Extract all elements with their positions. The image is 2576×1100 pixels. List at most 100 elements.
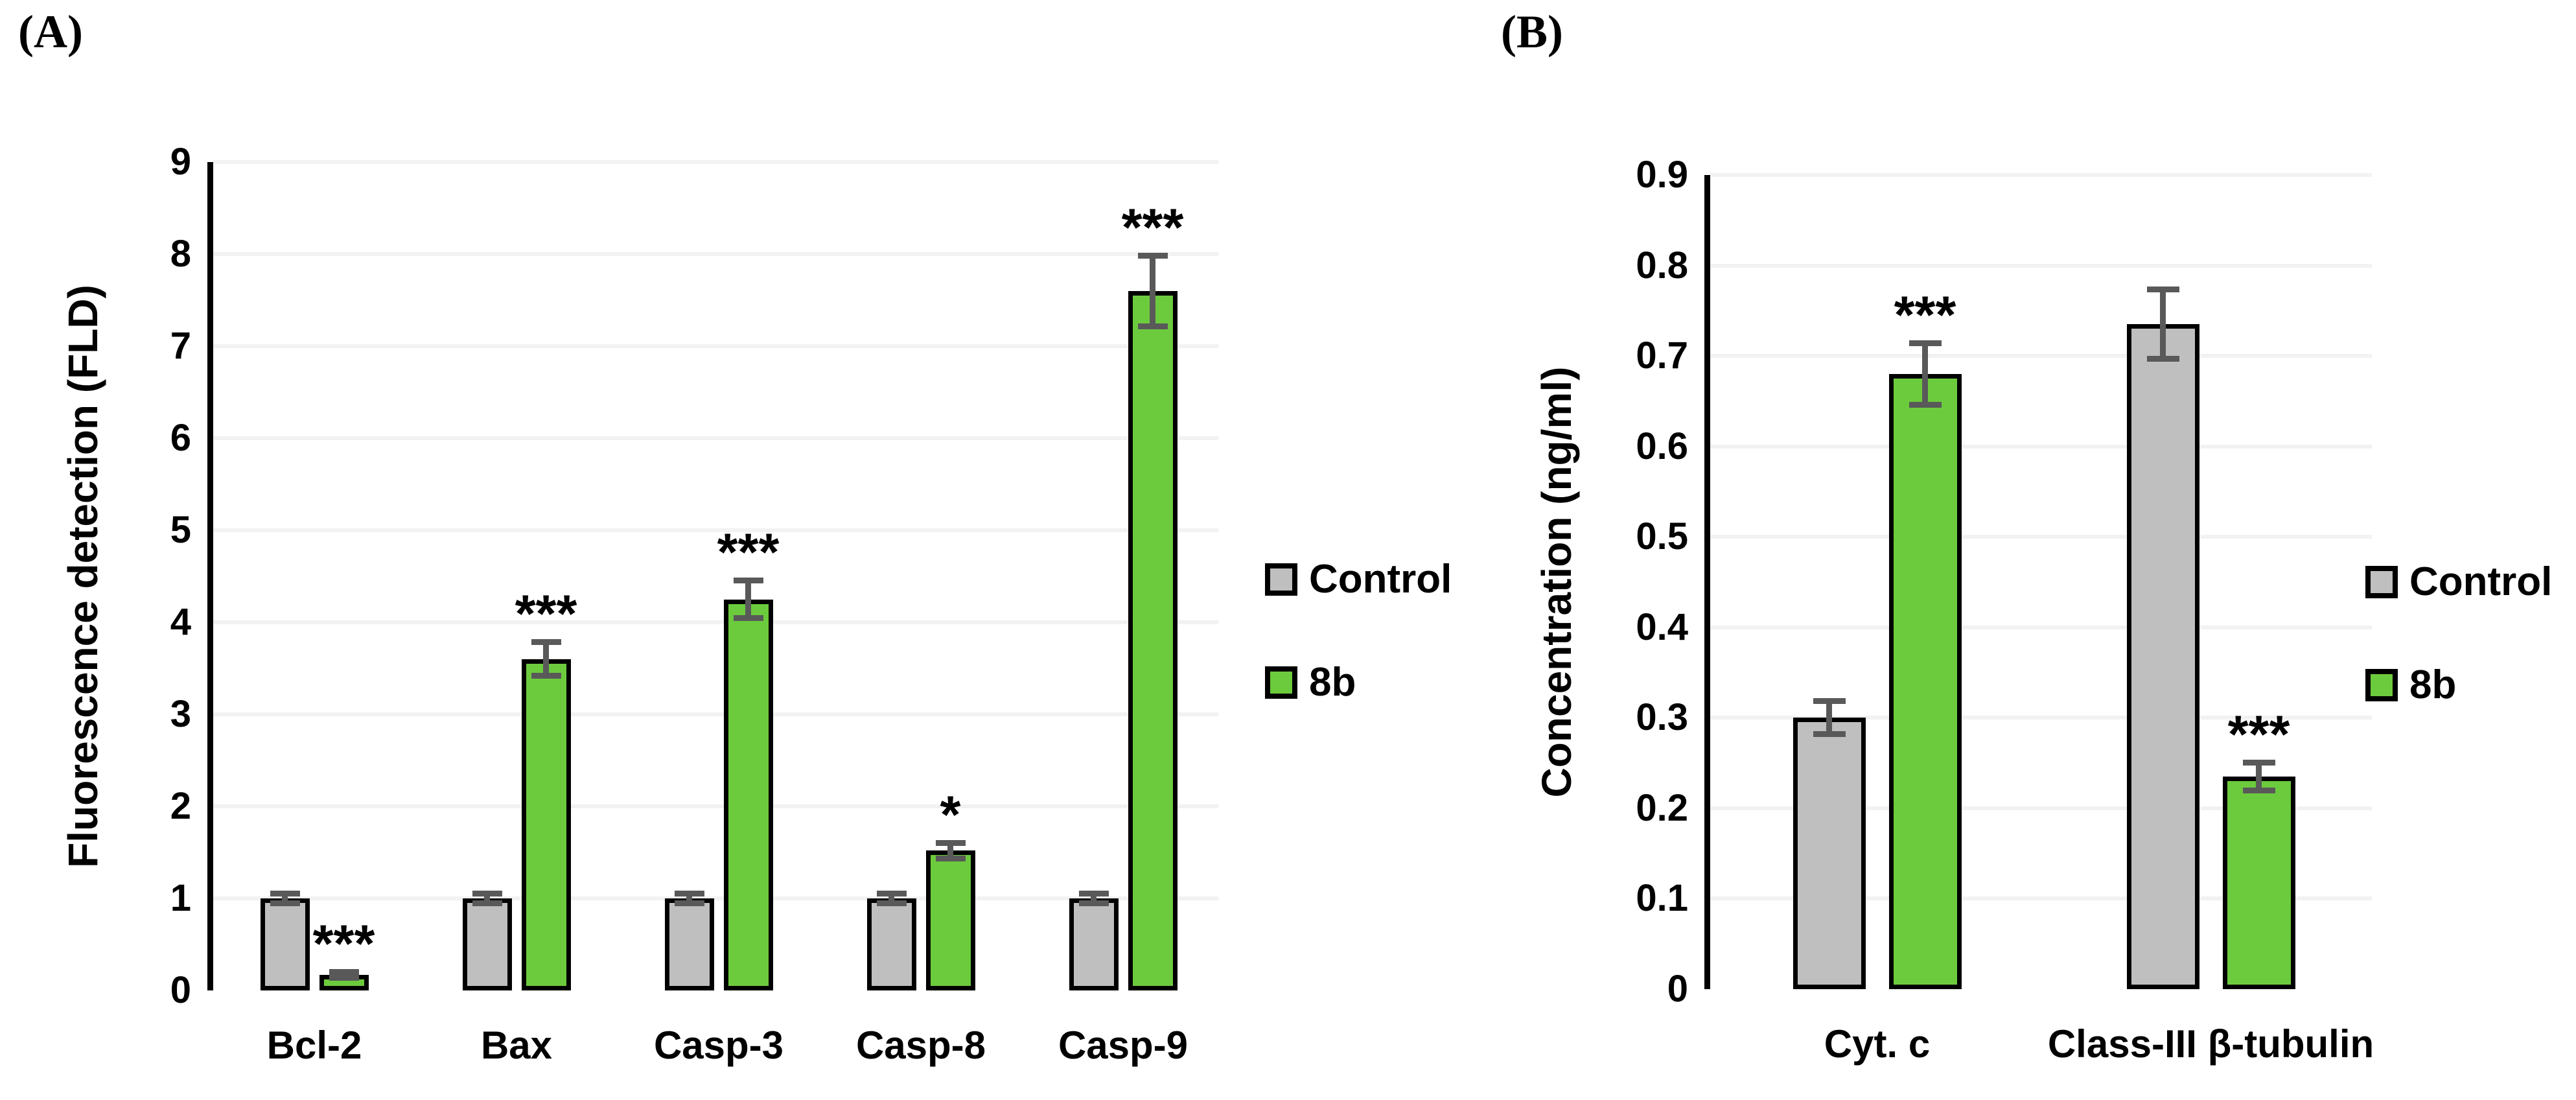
y-axis-title-fld: Fluorescence detection (FLD) (60, 285, 106, 868)
error-bar-stem (888, 893, 894, 904)
gridline (213, 436, 1218, 440)
error-bar-cap-bottom (472, 900, 502, 907)
legend-swatch (2365, 668, 2398, 701)
error-bar-cap-top (2242, 760, 2275, 766)
bar-chart-a-plot-area: 0 1 2 3 4 5 6 7 8 9 Bcl-2 Bax Casp-3 Casp-8 Casp-9 *** *… (170, 143, 1218, 1067)
legend-label: 8b (1309, 660, 1356, 705)
error-bar-stem (543, 642, 549, 676)
error-bar-cap-bottom (1813, 731, 1846, 738)
error-bar-cap-top (2146, 287, 2179, 293)
legend-label: Control (2409, 559, 2553, 604)
error-bar-stem (1922, 343, 1928, 405)
category-label: Class-III β-tubulin (2047, 1022, 2374, 1066)
legend-swatch (2365, 565, 2398, 598)
gridline (213, 344, 1218, 348)
bar-control (866, 898, 916, 990)
bar-chart-b-plot-area: 0 0.1 0.2 0.3 0.4 0.5 0.6 0.7 0.8 0.9 Cyt. c Class-… (1636, 156, 2374, 1066)
error-bar-cap-bottom (1137, 323, 1168, 329)
legend-swatch (1265, 666, 1297, 699)
gridline (1710, 896, 2372, 901)
error-bar-cap-bottom (1909, 402, 1942, 408)
significance-label: * (940, 785, 961, 845)
y-tick-label: 0.1 (1636, 877, 1688, 920)
bar-control (2126, 324, 2199, 989)
gridline (213, 712, 1218, 716)
legend-entry-8b: 8b (1265, 659, 1452, 705)
gridline (213, 804, 1218, 808)
error-bar-cap-top (1813, 698, 1846, 705)
legend-entry-control: Control (2365, 559, 2552, 605)
error-bar-cap-top (674, 890, 704, 896)
category-label: Casp-8 (855, 1024, 986, 1067)
bar-8b (521, 659, 571, 990)
legend-label: 8b (2409, 662, 2457, 707)
gridline (213, 252, 1218, 256)
error-bar-cap-top (876, 890, 907, 896)
gridline (213, 896, 1218, 900)
panel-b-label: (B) (1501, 6, 1563, 58)
error-bar-stem (341, 972, 347, 978)
gridline (1710, 173, 2372, 177)
bar-8b (925, 850, 975, 990)
significance-label: *** (1121, 198, 1184, 257)
error-bar-cap-top (329, 968, 359, 975)
error-bar-cap-top (531, 639, 561, 646)
error-bar-stem (282, 893, 288, 904)
y-tick-label: 8 (170, 233, 191, 275)
error-bar-cap-top (733, 578, 763, 584)
significance-label: *** (515, 585, 577, 644)
error-bar-stem (2256, 763, 2262, 790)
error-bar-stem (947, 843, 953, 858)
bar-8b (1888, 374, 1962, 989)
error-bar-cap-top (270, 890, 300, 896)
bar-control (260, 898, 310, 990)
category-label: Bax (480, 1024, 553, 1067)
significance-label: *** (312, 914, 375, 974)
y-tick-label: 9 (170, 141, 191, 183)
gridline (1710, 535, 2372, 539)
legend-swatch (1265, 563, 1297, 596)
bar-8b (2222, 777, 2295, 989)
category-label: Casp-9 (1058, 1024, 1189, 1067)
panel-a-label: (A) (18, 6, 83, 58)
error-bar-cap-bottom (1078, 900, 1109, 907)
error-bar-cap-bottom (329, 975, 359, 981)
y-tick-label: 0 (170, 969, 191, 1011)
legend-entry-8b: 8b (2365, 662, 2552, 708)
significance-label: *** (1894, 285, 1956, 345)
bar-control (664, 898, 714, 990)
significance-label: *** (717, 523, 780, 583)
error-bar-stem (745, 581, 751, 618)
significance-label: *** (2227, 705, 2290, 765)
y-tick-label: 0.6 (1636, 425, 1688, 467)
legend-chart-a: Control 8b (1265, 556, 1452, 705)
gridline (1710, 625, 2372, 629)
error-bar-stem (484, 893, 490, 904)
error-bar-cap-bottom (270, 900, 300, 907)
y-tick-label: 0.2 (1636, 786, 1688, 829)
error-bar-cap-bottom (935, 855, 966, 861)
error-bar-cap-bottom (531, 673, 561, 679)
category-label: Casp-3 (653, 1024, 784, 1067)
bar-8b (1128, 290, 1178, 990)
gridline (1710, 716, 2372, 720)
gridline (1710, 806, 2372, 810)
legend-chart-b: Control 8b (2365, 559, 2552, 708)
gridline (213, 528, 1218, 532)
y-tick-label: 2 (170, 785, 191, 827)
category-label: Cyt. c (1824, 1022, 1931, 1066)
y-axis-title-concentration: Concentration (ng/ml) (1533, 366, 1580, 798)
y-tick-label: 0.5 (1636, 515, 1688, 558)
error-bar-stem (1150, 255, 1155, 326)
bar-control (1793, 718, 1866, 989)
error-bar-cap-bottom (2242, 787, 2275, 793)
gridline (1710, 444, 2372, 449)
error-bar-cap-bottom (876, 900, 907, 907)
category-label: Bcl-2 (266, 1024, 362, 1067)
error-bar-cap-top (472, 890, 502, 896)
y-tick-label: 0 (1667, 968, 1688, 1010)
bar-control (462, 898, 512, 990)
y-tick-label: 1 (170, 877, 191, 919)
legend-entry-control: Control (1265, 556, 1452, 602)
